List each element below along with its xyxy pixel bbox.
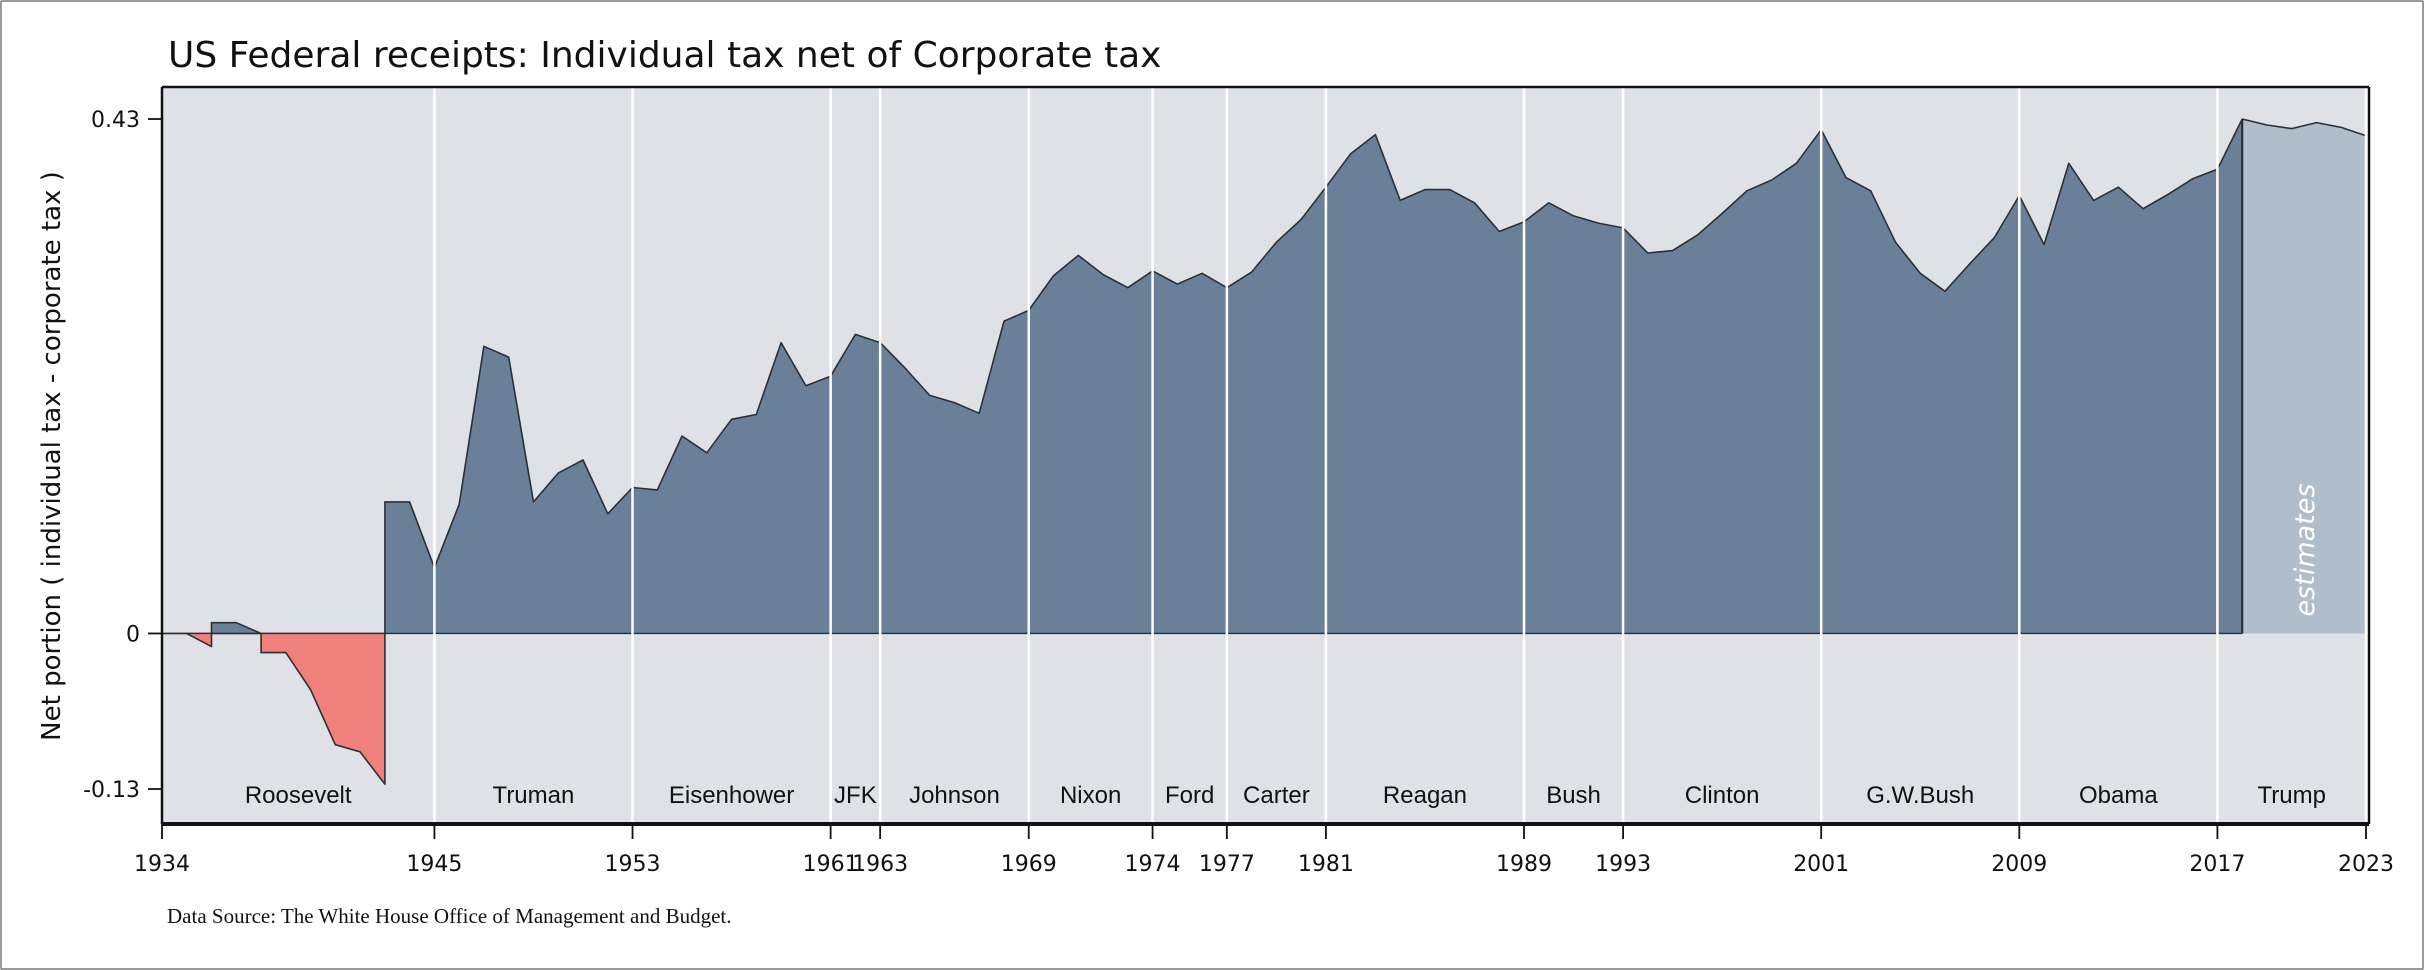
x-tick-label: 1974 <box>1125 852 1181 877</box>
y-axis-ticks: 0.43 0 -0.13 <box>83 108 162 803</box>
chart-title: US Federal receipts: Individual tax net … <box>168 35 1161 76</box>
axes <box>160 85 2371 826</box>
president-label: Bush <box>1546 782 1601 809</box>
x-tick-label: 1963 <box>852 852 908 877</box>
president-label: Johnson <box>909 782 1000 809</box>
x-tick-label: 1953 <box>605 852 661 877</box>
area-estimates <box>2242 119 2366 634</box>
president-label: Roosevelt <box>245 782 352 809</box>
x-tick-label: 2023 <box>2338 852 2394 877</box>
line-estimates <box>2242 118 2367 137</box>
president-label: Nixon <box>1060 782 1121 809</box>
x-tick-label: 1981 <box>1298 852 1354 877</box>
area-positive <box>162 119 2243 634</box>
area-negative <box>186 633 385 785</box>
president-label: Obama <box>2079 782 2158 809</box>
x-tick-label: 1993 <box>1595 852 1651 877</box>
president-label: Trump <box>2257 782 2325 809</box>
line-positive <box>162 118 2243 635</box>
x-tick-label: 2001 <box>1793 852 1849 877</box>
president-label: Reagan <box>1383 782 1467 809</box>
y-tick-label: 0.43 <box>91 108 140 133</box>
president-label: JFK <box>834 782 877 809</box>
president-labels: Roosevelt Truman Eisenhower JFK Johnson Nixon… <box>245 782 2326 809</box>
president-label: Ford <box>1165 782 1214 809</box>
x-tick-label: 1961 <box>803 852 859 877</box>
term-lines <box>433 87 2368 824</box>
x-tick-label: 2017 <box>2189 852 2245 877</box>
president-label: Truman <box>493 782 575 809</box>
estimates-label: estimates <box>2290 484 2321 617</box>
president-label: Clinton <box>1685 782 1760 809</box>
area-layer <box>162 118 2367 786</box>
x-tick-label: 1945 <box>406 852 462 877</box>
x-tick-label: 1989 <box>1496 852 1552 877</box>
y-tick-label: 0 <box>126 622 140 647</box>
president-label: G.W.Bush <box>1866 782 1974 809</box>
data-source-note: Data Source: The White House Office of M… <box>167 904 732 928</box>
y-tick-label: -0.13 <box>83 778 140 803</box>
x-tick-label: 1969 <box>1001 852 1057 877</box>
president-label: Carter <box>1243 782 1310 809</box>
x-tick-label: 2009 <box>1991 852 2047 877</box>
line-negative <box>186 632 386 786</box>
x-tick-label: 1977 <box>1199 852 1255 877</box>
y-axis-label: Net portion ( individual tax - corporate… <box>37 171 67 741</box>
x-tick-label: 1934 <box>134 852 190 877</box>
president-label: Eisenhower <box>669 782 794 809</box>
